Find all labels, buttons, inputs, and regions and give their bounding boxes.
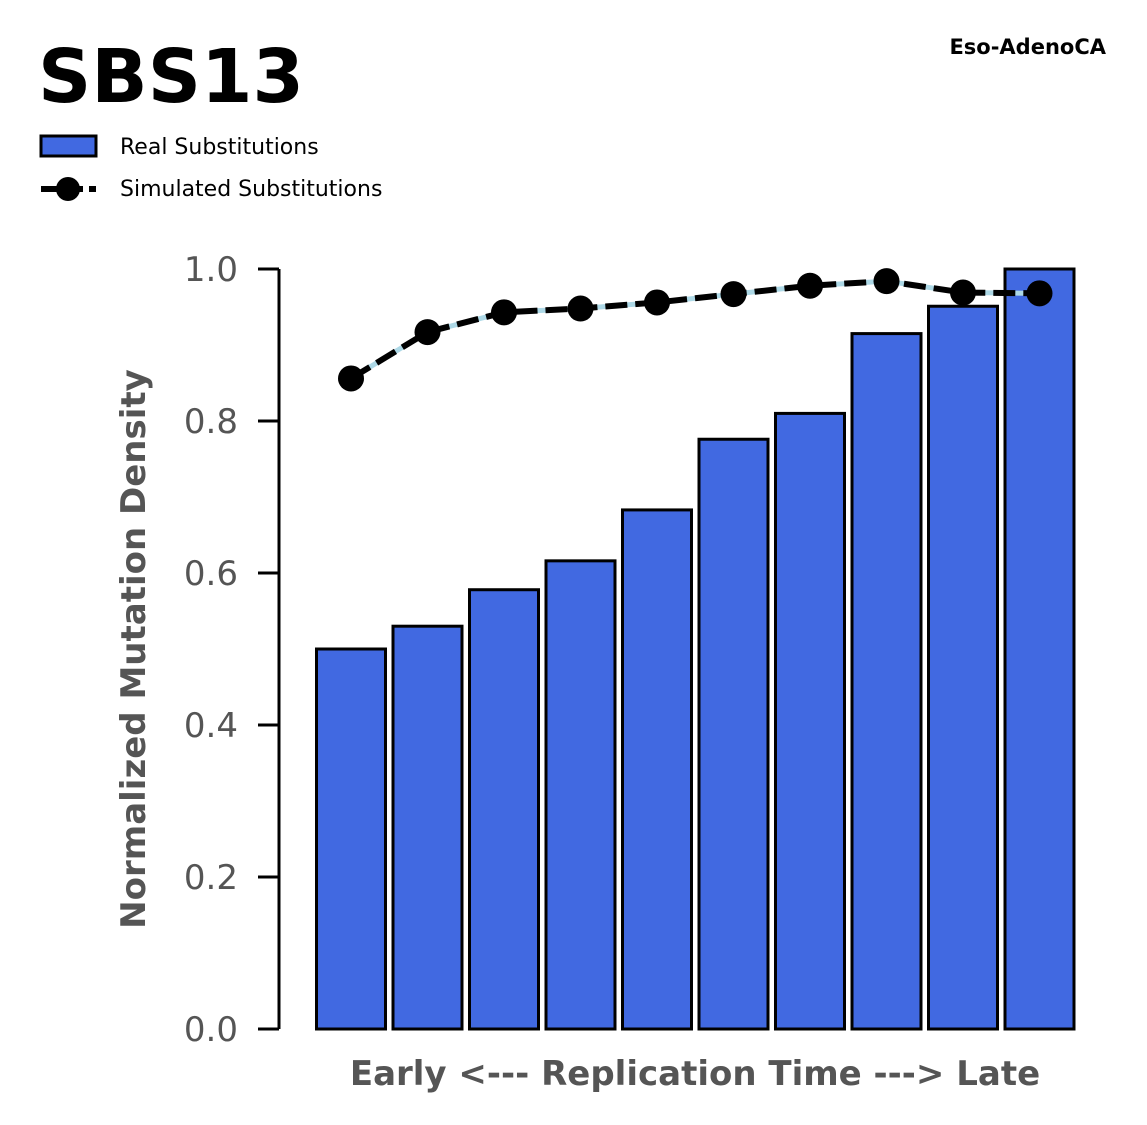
x-axis-label: Early <--- Replication Time ---> Late <box>350 1054 1040 1094</box>
bar-real-4 <box>544 559 617 1031</box>
bar-real-10 <box>1003 267 1076 1031</box>
simulated-point-3 <box>491 299 517 326</box>
bar-real-1 <box>315 647 387 1031</box>
simulated-point-5 <box>644 289 670 316</box>
simulated-point-6 <box>720 281 747 308</box>
simulated-point-4 <box>567 295 594 322</box>
bar-real-7 <box>774 411 846 1031</box>
simulated-point-1 <box>338 365 364 392</box>
bar-real-5 <box>621 508 693 1031</box>
simulated-point-10 <box>1026 280 1053 307</box>
bars <box>315 267 1076 1031</box>
legend: Real Substitutions Simulated Substitutio… <box>39 134 382 202</box>
y-tick-label: 0.8 <box>184 402 238 442</box>
y-tick-label: 0.4 <box>184 706 238 746</box>
legend-label-simulated: Simulated Substitutions <box>120 177 382 202</box>
y-tick-label: 0.0 <box>184 1010 238 1050</box>
simulated-point-7 <box>797 272 823 299</box>
bar-real-6 <box>697 437 770 1031</box>
simulated-line <box>338 268 1053 392</box>
y-axis-label: Normalized Mutation Density <box>114 369 154 929</box>
chart-subtitle: Eso-AdenoCA <box>949 35 1106 59</box>
bar-real-8 <box>850 332 923 1031</box>
bar-real-2 <box>391 624 464 1031</box>
simulated-point-9 <box>950 279 976 306</box>
bar-real-3 <box>468 588 540 1031</box>
legend-label-real: Real Substitutions <box>120 135 319 160</box>
simulated-line-path <box>349 278 1040 382</box>
legend-swatch-real <box>39 134 98 158</box>
chart-title: SBS13 <box>38 34 304 120</box>
bar-real-9 <box>927 304 999 1031</box>
y-tick-label: 0.6 <box>184 554 238 594</box>
y-tick-label: 0.2 <box>184 858 238 898</box>
simulated-point-8 <box>873 268 900 295</box>
legend-marker-simulated <box>56 177 80 201</box>
simulated-point-2 <box>414 319 441 346</box>
y-axis: 0.0 0.2 0.4 0.6 0.8 1.0 <box>184 250 281 1050</box>
y-tick-label: 1.0 <box>184 250 238 290</box>
